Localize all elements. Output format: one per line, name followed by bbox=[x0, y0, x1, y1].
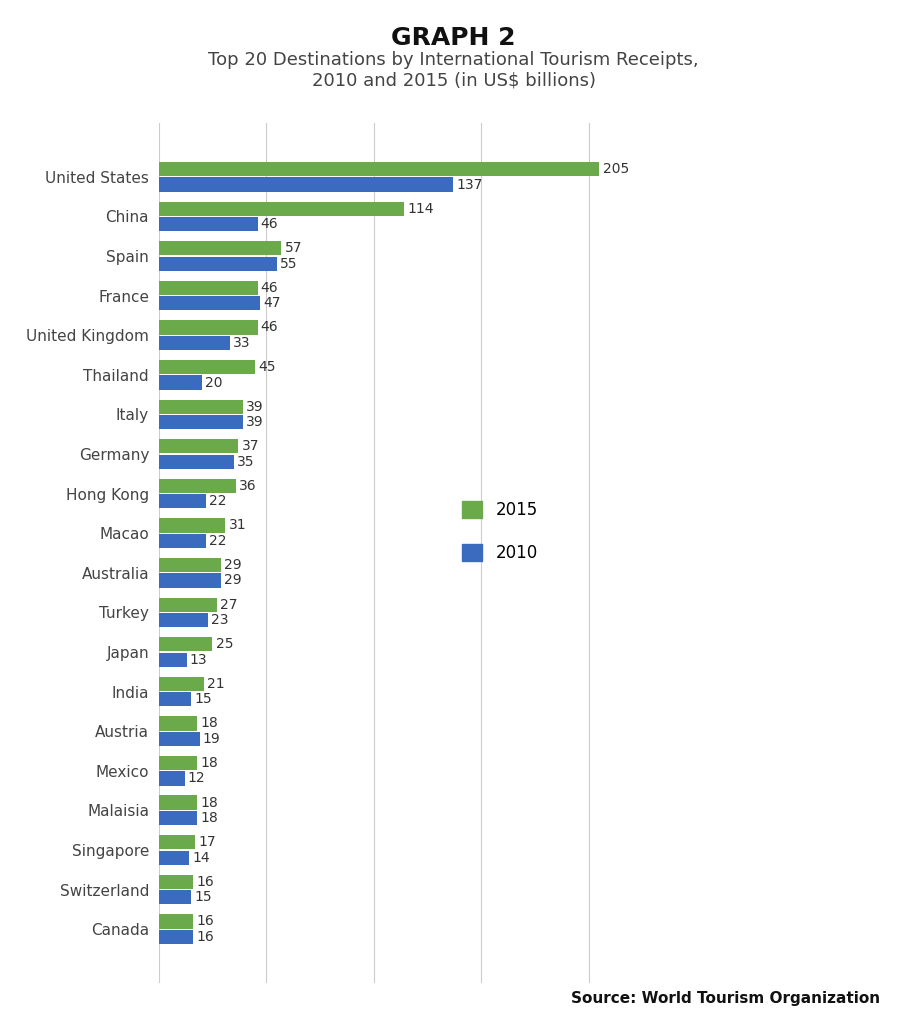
Bar bbox=[159, 177, 454, 191]
Bar bbox=[159, 756, 198, 770]
Bar bbox=[159, 376, 201, 390]
Text: 18: 18 bbox=[200, 717, 219, 730]
Text: 46: 46 bbox=[261, 321, 278, 335]
Text: GRAPH 2: GRAPH 2 bbox=[391, 26, 516, 49]
Bar bbox=[159, 558, 221, 572]
Bar bbox=[159, 399, 242, 414]
Bar bbox=[159, 811, 198, 825]
Bar bbox=[159, 930, 193, 944]
Bar bbox=[159, 439, 239, 454]
Bar bbox=[159, 692, 191, 707]
Text: 15: 15 bbox=[194, 890, 212, 904]
Bar bbox=[159, 336, 229, 350]
Bar bbox=[159, 851, 189, 864]
Text: 25: 25 bbox=[216, 637, 233, 651]
Text: 18: 18 bbox=[200, 796, 219, 810]
Bar bbox=[159, 732, 200, 745]
Bar bbox=[159, 771, 184, 785]
Bar bbox=[159, 534, 206, 548]
Text: 33: 33 bbox=[233, 336, 250, 350]
Bar bbox=[159, 835, 195, 849]
Text: 20: 20 bbox=[205, 376, 222, 389]
Bar bbox=[159, 652, 187, 667]
Bar bbox=[159, 597, 217, 611]
Bar bbox=[159, 890, 191, 904]
Bar bbox=[159, 796, 198, 810]
Bar bbox=[159, 455, 234, 469]
Text: 16: 16 bbox=[196, 930, 214, 944]
Bar bbox=[159, 495, 206, 509]
Text: 13: 13 bbox=[190, 652, 208, 667]
Bar bbox=[159, 257, 277, 271]
Text: 47: 47 bbox=[263, 296, 280, 310]
Bar bbox=[159, 716, 198, 730]
Bar bbox=[159, 914, 193, 929]
Text: 29: 29 bbox=[224, 558, 242, 572]
Bar bbox=[159, 321, 258, 335]
Text: 14: 14 bbox=[192, 851, 210, 864]
Text: 39: 39 bbox=[246, 415, 263, 429]
Text: 16: 16 bbox=[196, 914, 214, 929]
Text: 17: 17 bbox=[199, 836, 216, 849]
Text: 46: 46 bbox=[261, 217, 278, 231]
Text: 31: 31 bbox=[229, 518, 246, 532]
Text: 18: 18 bbox=[200, 756, 219, 770]
Text: 114: 114 bbox=[407, 202, 434, 216]
Bar bbox=[159, 281, 258, 295]
Bar bbox=[159, 202, 404, 216]
Bar bbox=[159, 217, 258, 231]
Text: 21: 21 bbox=[207, 677, 225, 691]
Text: 36: 36 bbox=[239, 479, 257, 493]
Text: 55: 55 bbox=[280, 257, 297, 270]
Legend: 2015, 2010: 2015, 2010 bbox=[454, 493, 546, 570]
Bar bbox=[159, 296, 259, 310]
Text: 22: 22 bbox=[210, 534, 227, 548]
Bar bbox=[159, 637, 212, 651]
Text: 205: 205 bbox=[602, 162, 629, 176]
Text: 27: 27 bbox=[220, 598, 238, 611]
Text: 45: 45 bbox=[258, 360, 276, 374]
Bar bbox=[159, 360, 256, 374]
Bar bbox=[159, 874, 193, 889]
Text: 22: 22 bbox=[210, 495, 227, 508]
Text: 12: 12 bbox=[188, 771, 205, 785]
Text: Source: World Tourism Organization: Source: World Tourism Organization bbox=[571, 990, 880, 1006]
Bar bbox=[159, 162, 600, 176]
Bar bbox=[159, 415, 242, 429]
Text: Top 20 Destinations by International Tourism Receipts,
2010 and 2015 (in US$ bil: Top 20 Destinations by International Tou… bbox=[209, 51, 698, 90]
Text: 35: 35 bbox=[237, 455, 255, 469]
Text: 39: 39 bbox=[246, 399, 263, 414]
Bar bbox=[159, 573, 221, 588]
Text: 23: 23 bbox=[211, 613, 229, 627]
Text: 37: 37 bbox=[241, 439, 259, 454]
Bar bbox=[159, 242, 281, 255]
Bar bbox=[159, 677, 204, 691]
Text: 15: 15 bbox=[194, 692, 212, 707]
Bar bbox=[159, 613, 209, 627]
Text: 19: 19 bbox=[203, 732, 220, 745]
Bar bbox=[159, 479, 236, 493]
Text: 16: 16 bbox=[196, 874, 214, 889]
Text: 57: 57 bbox=[285, 242, 302, 255]
Text: 18: 18 bbox=[200, 811, 219, 825]
Bar bbox=[159, 518, 225, 532]
Text: 46: 46 bbox=[261, 281, 278, 295]
Text: 29: 29 bbox=[224, 573, 242, 588]
Text: 137: 137 bbox=[456, 177, 483, 191]
